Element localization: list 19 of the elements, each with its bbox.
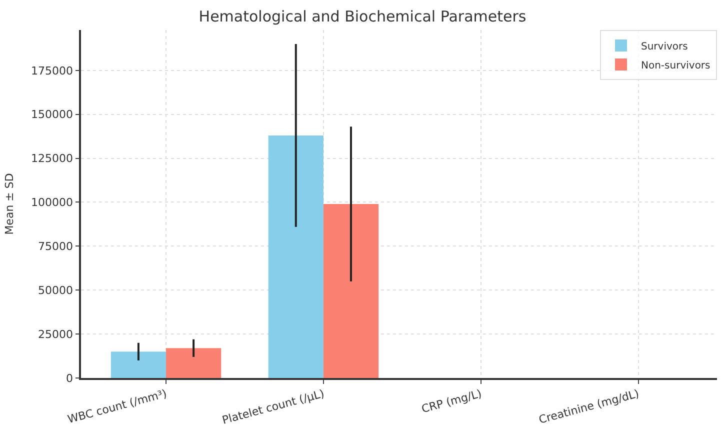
bar bbox=[110, 352, 166, 378]
y-tick-label: 0 bbox=[66, 372, 74, 385]
y-tick-label: 150000 bbox=[31, 108, 74, 122]
y-tick-label: 75000 bbox=[38, 240, 74, 254]
y-tick-label: 50000 bbox=[38, 284, 74, 297]
y-tick-label: 125000 bbox=[31, 152, 74, 166]
legend-label: Non-survivors bbox=[641, 60, 710, 72]
y-axis-title: Mean ± SD bbox=[3, 173, 16, 235]
chart-title: Hematological and Biochemical Parameters bbox=[198, 7, 526, 26]
bar bbox=[166, 348, 222, 378]
y-tick-label: 175000 bbox=[31, 64, 74, 78]
y-tick-label: 25000 bbox=[38, 328, 74, 341]
bar bbox=[323, 204, 379, 378]
y-tick-label: 100000 bbox=[31, 196, 74, 210]
x-tick-label: Platelet count (/µL) bbox=[220, 387, 326, 427]
bar bbox=[268, 135, 324, 378]
x-tick-label: CRP (mg/L) bbox=[420, 387, 484, 416]
legend-label: Survivors bbox=[641, 41, 688, 52]
x-tick-label: WBC count (/mm³) bbox=[66, 387, 168, 426]
